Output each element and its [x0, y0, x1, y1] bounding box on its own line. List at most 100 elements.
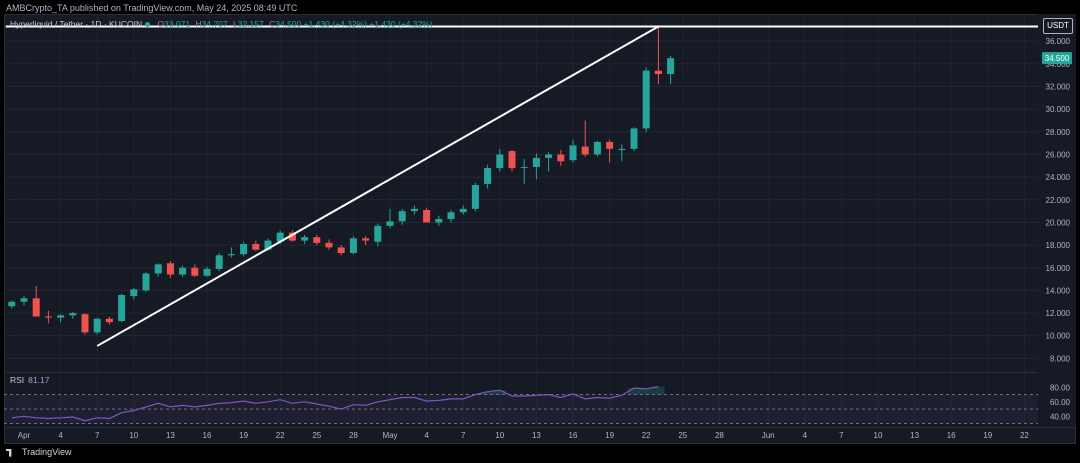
candle-body: [130, 289, 138, 297]
time-tick-label: Jun: [762, 431, 775, 440]
candle-body: [374, 225, 382, 242]
time-tick-label: 22: [1020, 431, 1029, 440]
open-value: 33.071: [164, 19, 191, 29]
candle-body: [301, 237, 309, 241]
candle-body: [252, 243, 260, 250]
candle-body: [618, 148, 626, 150]
candle-body: [276, 232, 284, 242]
price-tick-label: 30.000: [1046, 105, 1071, 114]
candle: [642, 67, 650, 132]
candle-body: [69, 313, 77, 316]
candle: [410, 205, 418, 215]
candle: [496, 148, 504, 172]
price-tick-label: 20.000: [1046, 218, 1071, 227]
time-tick-label: May: [382, 431, 397, 440]
candle-body: [154, 264, 162, 274]
price-tick-label: 10.000: [1046, 332, 1071, 341]
candle: [557, 149, 565, 166]
candle: [654, 25, 662, 85]
time-tick-label: 19: [239, 431, 248, 440]
time-tick-label: Apr: [18, 431, 31, 440]
price-tick-label: 26.000: [1046, 150, 1071, 159]
candle: [301, 234, 309, 244]
rsi-value: 81.17: [28, 375, 50, 385]
candles: [8, 25, 675, 335]
last-price-label: 34.500: [1045, 54, 1070, 63]
candle: [520, 159, 528, 184]
candle: [508, 149, 516, 172]
price-axis[interactable]: 8.000 10.000 12.000 14.000 16.000 18.000 20.00…: [1038, 14, 1076, 427]
time-tick-label: 10: [874, 431, 883, 440]
candle: [130, 288, 138, 300]
candle: [240, 241, 248, 257]
candle-body: [630, 128, 638, 149]
time-tick-label: 19: [605, 431, 614, 440]
currency-badge[interactable]: USDT: [1043, 18, 1073, 34]
candle-body: [20, 298, 28, 302]
candle: [618, 144, 626, 162]
candle-body: [264, 240, 272, 250]
time-tick-label: 28: [349, 431, 358, 440]
candle-body: [654, 70, 662, 75]
candle-body: [435, 219, 443, 223]
candle: [545, 152, 553, 172]
candle: [581, 120, 589, 157]
candle: [593, 140, 601, 157]
high-value: 34.707: [201, 19, 228, 29]
candle-body: [227, 254, 235, 256]
price-tick-label: 32.000: [1046, 83, 1071, 92]
price-tick-label: 24.000: [1046, 173, 1071, 182]
trendlines[interactable]: [5, 25, 1065, 347]
price-tick-label: 36.000: [1046, 37, 1071, 46]
price-tick-label: 34.000: [1046, 60, 1071, 69]
candle: [374, 223, 382, 247]
time-tick-label: 10: [129, 431, 138, 440]
ascending-trendline[interactable]: [96, 25, 659, 347]
time-tick-label: 22: [642, 431, 651, 440]
candle-body: [447, 212, 455, 220]
price-tick-label: 28.000: [1046, 128, 1071, 137]
candle-body: [203, 268, 211, 276]
price-axis-bg: [1038, 14, 1076, 427]
rsi-legend[interactable]: RSI 81.17: [10, 375, 49, 385]
candle-body: [581, 146, 589, 155]
candle-body: [118, 294, 126, 322]
rsi-pane: [4, 386, 1038, 424]
candle: [349, 236, 357, 255]
time-tick-label: 4: [424, 431, 429, 440]
grid: [4, 14, 1076, 428]
symbol-name: Hyperliquid / Tether · 1D · KUCOIN: [10, 19, 143, 29]
candle: [32, 285, 40, 317]
candle: [606, 139, 614, 163]
candle: [8, 300, 16, 309]
candle: [142, 272, 150, 292]
time-tick-label: 28: [715, 431, 724, 440]
candle-body: [105, 318, 113, 323]
candle-body: [593, 142, 601, 155]
candle: [105, 316, 113, 325]
time-tick-label: 7: [461, 431, 466, 440]
symbol-legend[interactable]: Hyperliquid / Tether · 1D · KUCOIN O33.0…: [10, 19, 433, 29]
candle-body: [57, 315, 65, 318]
candle: [118, 293, 126, 323]
candle: [362, 236, 370, 246]
tradingview-footer[interactable]: TradingView: [6, 447, 72, 457]
candle-body: [191, 267, 199, 276]
candle: [386, 208, 394, 229]
tradingview-logo-icon: [6, 448, 12, 457]
time-tick-label: 16: [947, 431, 956, 440]
candle-body: [484, 168, 492, 184]
candle: [57, 314, 65, 323]
candle: [569, 139, 577, 163]
time-axis[interactable]: Apr 4 7 10 13 16 19 22 25 28 May 4 7 10 13 16 19 22 25 28 Ju…: [18, 431, 1030, 440]
price-tick-label: 22.000: [1046, 196, 1071, 205]
candle-body: [606, 142, 614, 149]
candle: [337, 245, 345, 256]
rsi-line: [11, 386, 659, 422]
candle: [447, 209, 455, 223]
candle: [166, 260, 174, 278]
low-value: 32.157: [237, 19, 264, 29]
candle: [44, 310, 52, 324]
